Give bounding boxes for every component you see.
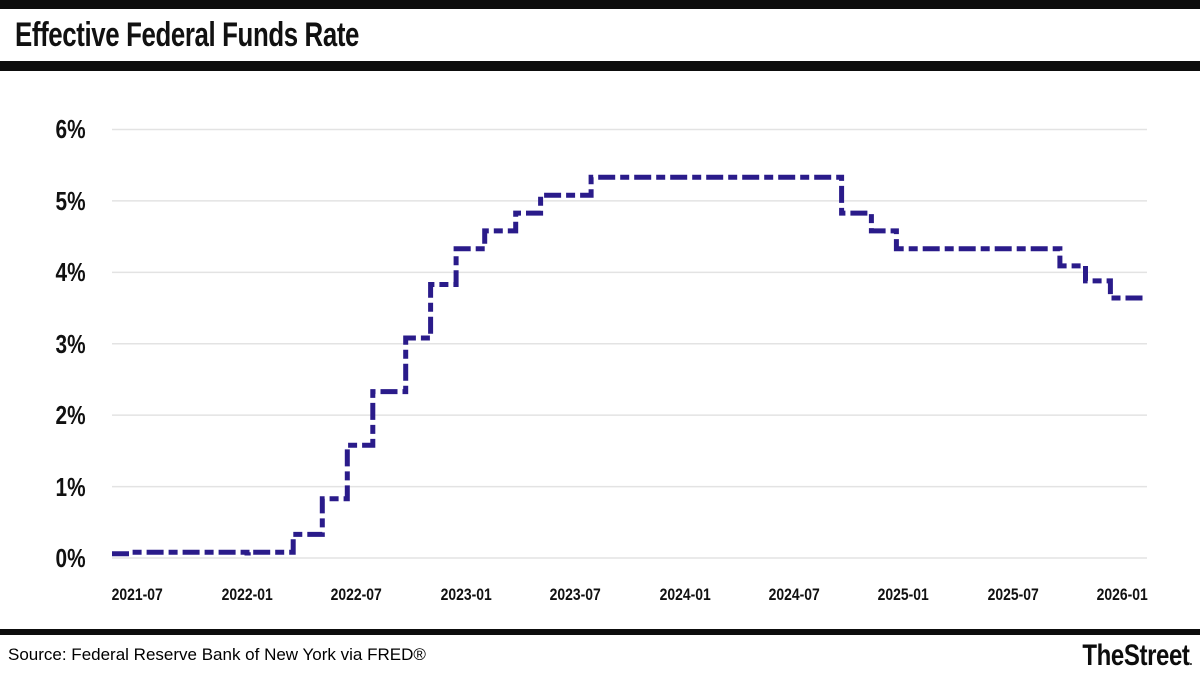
y-axis-label: 5% [55,185,86,216]
x-axis-label: 2025-07 [987,585,1039,604]
y-axis-label: 3% [55,328,86,359]
brand-logo-text: TheStreet [1082,639,1190,672]
top-black-bar [0,0,1200,9]
brand-logo: TheStreet. [1055,640,1192,675]
y-axis-label: 2% [55,400,86,431]
page-title-text: Effective Federal Funds Rate [15,16,360,54]
title-divider-bar [0,61,1200,71]
footer-rule-bar [0,629,1200,635]
y-axis-label: 4% [55,257,86,288]
page-title: Effective Federal Funds Rate [15,14,468,56]
brand-logo-dot: . [1189,653,1193,668]
x-axis-label: 2023-07 [549,585,601,604]
source-credit: Source: Federal Reserve Bank of New York… [8,645,426,664]
x-axis-label: 2023-01 [440,585,492,604]
x-axis-label: 2022-01 [221,585,273,604]
rate-line-series [112,174,1147,557]
x-axis-label: 2025-01 [878,585,930,604]
y-axis-label: 0% [55,543,86,573]
x-axis-label: 2024-07 [768,585,820,604]
x-axis-label: 2026-01 [1096,585,1149,604]
y-axis-label: 1% [55,471,86,502]
y-axis-label: 6% [55,114,86,145]
x-axis-label: 2022-07 [330,585,382,604]
x-axis-label: 2024-01 [659,585,711,604]
x-axis-label: 2021-07 [111,585,164,604]
